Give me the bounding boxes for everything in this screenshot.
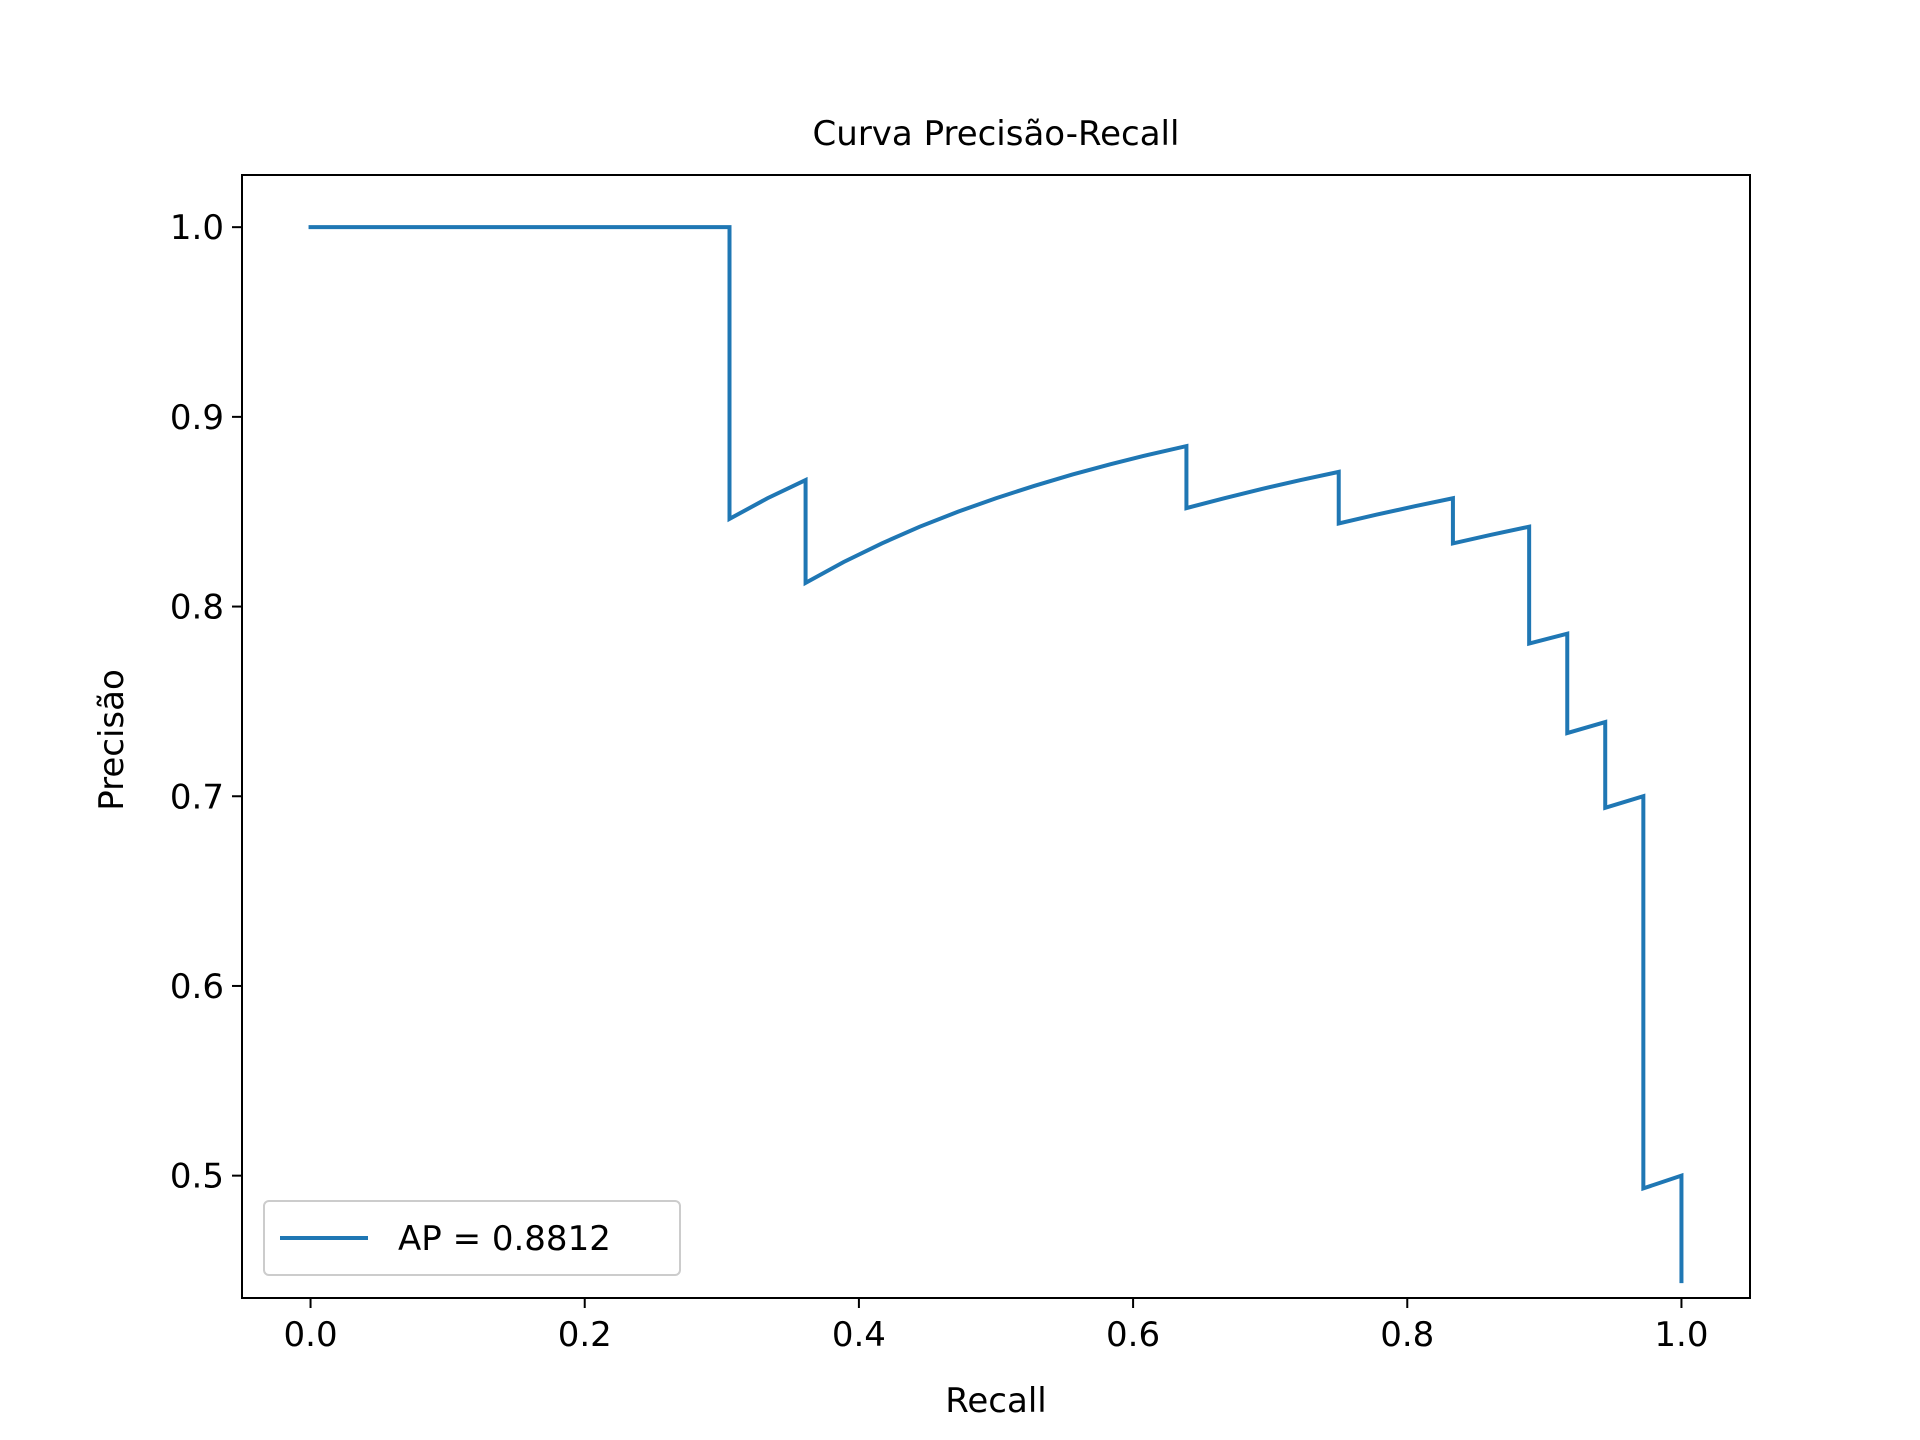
plot-layer bbox=[308, 225, 1684, 1284]
x-tick-label: 0.0 bbox=[284, 1315, 338, 1355]
axes-frame bbox=[241, 174, 1751, 1299]
x-tick-label: 0.4 bbox=[832, 1315, 886, 1355]
y-axis-ticks: 0.5 0.6 0.7 0.8 0.9 1.0 bbox=[170, 208, 242, 1197]
y-axis-label: Precisão bbox=[92, 669, 132, 811]
y-tick-label: 0.5 bbox=[170, 1157, 224, 1197]
x-tick-label: 1.0 bbox=[1654, 1315, 1708, 1355]
chart-title: Curva Precisão-Recall bbox=[813, 114, 1180, 154]
legend-box bbox=[263, 1200, 681, 1276]
y-tick-label: 0.8 bbox=[170, 588, 224, 628]
x-tick-label: 0.2 bbox=[558, 1315, 612, 1355]
y-tick-label: 0.9 bbox=[170, 398, 224, 438]
legend: AP = 0.8812 bbox=[263, 1200, 681, 1276]
x-axis-label: Recall bbox=[945, 1381, 1046, 1421]
legend-entry-label: AP = 0.8812 bbox=[398, 1219, 611, 1259]
y-tick-label: 1.0 bbox=[170, 208, 224, 248]
y-tick-label: 0.6 bbox=[170, 967, 224, 1007]
series-line bbox=[308, 225, 1684, 1284]
x-tick-label: 0.6 bbox=[1106, 1315, 1160, 1355]
x-axis-ticks: 0.0 0.2 0.4 0.6 0.8 1.0 bbox=[284, 1298, 1708, 1355]
y-tick-label: 0.7 bbox=[170, 777, 224, 817]
x-tick-label: 0.8 bbox=[1380, 1315, 1434, 1355]
